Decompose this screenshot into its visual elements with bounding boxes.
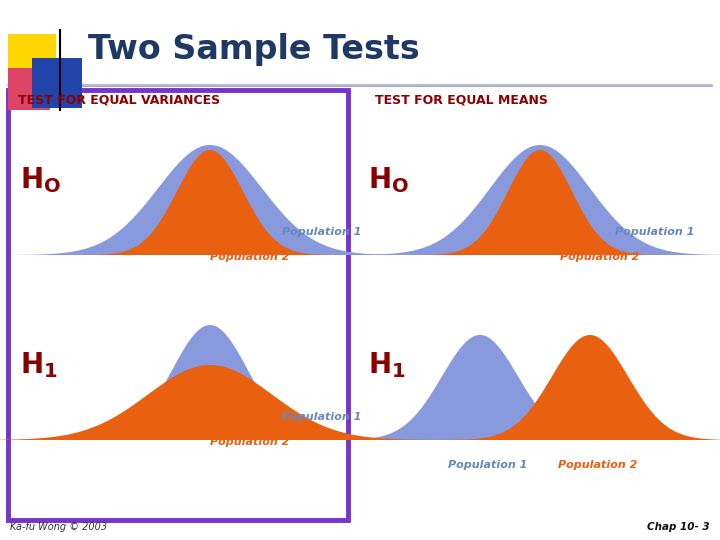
Polygon shape (66, 325, 354, 440)
Text: Population 2: Population 2 (210, 252, 289, 262)
FancyBboxPatch shape (8, 90, 348, 520)
Polygon shape (350, 145, 720, 255)
Bar (8, 68, 50, 110)
Polygon shape (0, 365, 446, 440)
Polygon shape (12, 145, 408, 255)
Text: Chap 10- 3: Chap 10- 3 (647, 522, 710, 532)
Text: Population 2: Population 2 (560, 252, 639, 262)
Text: $\mathbf{H_1}$: $\mathbf{H_1}$ (20, 350, 58, 380)
Text: Population 1: Population 1 (282, 227, 361, 237)
Bar (32, 58, 82, 108)
Text: Two Sample Tests: Two Sample Tests (88, 33, 420, 66)
Text: Population 2: Population 2 (558, 460, 637, 470)
Polygon shape (336, 335, 624, 440)
Text: TEST FOR EQUAL VARIANCES: TEST FOR EQUAL VARIANCES (18, 93, 220, 106)
Bar (8, 34, 56, 82)
Text: $\mathbf{H_O}$: $\mathbf{H_O}$ (368, 165, 409, 195)
Text: Population 2: Population 2 (210, 437, 289, 447)
Text: Ka-fu Wong © 2003: Ka-fu Wong © 2003 (10, 522, 107, 532)
Text: $\mathbf{H_O}$: $\mathbf{H_O}$ (20, 165, 61, 195)
Polygon shape (85, 150, 336, 255)
Text: Population 1: Population 1 (282, 412, 361, 422)
Text: Population 1: Population 1 (615, 227, 694, 237)
Text: Population 1: Population 1 (448, 460, 527, 470)
Text: $\mathbf{H_1}$: $\mathbf{H_1}$ (368, 350, 406, 380)
Polygon shape (418, 150, 662, 255)
Polygon shape (446, 335, 720, 440)
Text: TEST FOR EQUAL MEANS: TEST FOR EQUAL MEANS (375, 93, 548, 106)
